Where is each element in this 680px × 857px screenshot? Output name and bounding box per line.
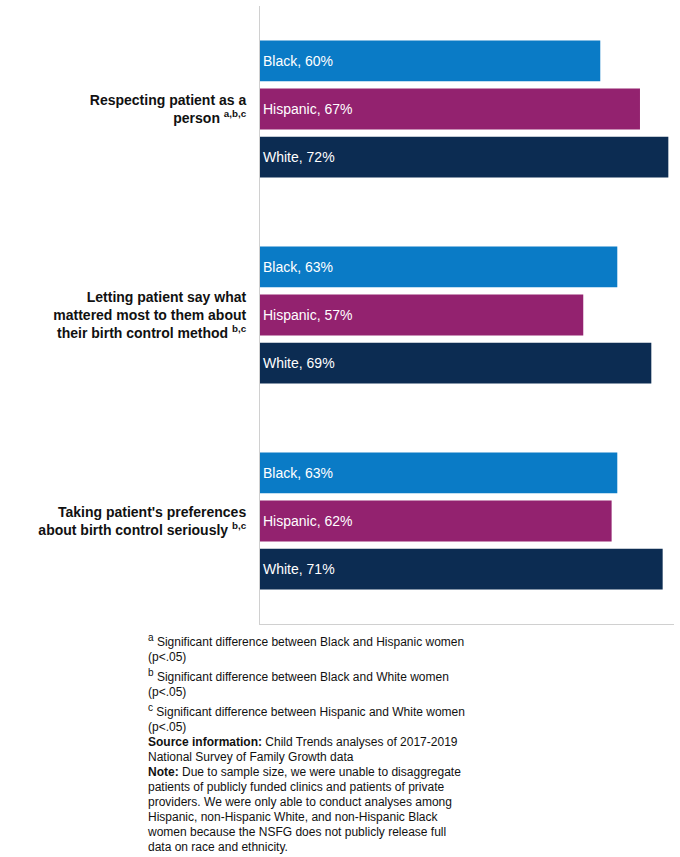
svg-text:White, 71%: White, 71% bbox=[263, 561, 335, 577]
svg-text:Hispanic, 57%: Hispanic, 57% bbox=[263, 307, 353, 323]
svg-text:Hispanic, 67%: Hispanic, 67% bbox=[263, 101, 353, 117]
html-text:Note: Due to sample size, we w: Note: Due to sample size, we were unable… bbox=[148, 765, 461, 854]
svg-text:Taking patient's preferencesab: Taking patient's preferencesabout birth … bbox=[38, 504, 246, 538]
svg-text:Respecting patient as aperson: Respecting patient as aperson ​a,b,c​ bbox=[90, 92, 247, 126]
svg-text:Black, 63%: Black, 63% bbox=[263, 465, 333, 481]
html-text:bSignificant difference betwee: bSignificant difference between Black an… bbox=[148, 667, 449, 699]
svg-text:White, 69%: White, 69% bbox=[263, 355, 335, 371]
html-text:Source information: Child Tren: Source information: Child Trends analyse… bbox=[148, 735, 458, 764]
svg-text:Hispanic, 62%: Hispanic, 62% bbox=[263, 513, 353, 529]
html-text:aSignificant difference betwee: aSignificant difference between Black an… bbox=[148, 632, 465, 664]
svg-text:Letting patient say whatmatter: Letting patient say whatmattered most to… bbox=[53, 289, 246, 341]
svg-text:Black, 60%: Black, 60% bbox=[263, 53, 333, 69]
svg-text:White, 72%: White, 72% bbox=[263, 149, 335, 165]
svg-text:Black, 63%: Black, 63% bbox=[263, 259, 333, 275]
html-text:cSignificant difference betwee: cSignificant difference between Hispanic… bbox=[148, 702, 465, 734]
